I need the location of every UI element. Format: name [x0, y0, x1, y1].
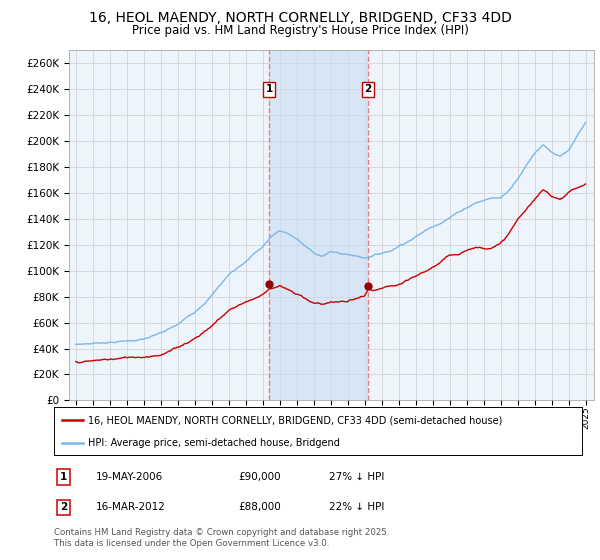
Text: Contains HM Land Registry data © Crown copyright and database right 2025.
This d: Contains HM Land Registry data © Crown c… [54, 528, 389, 548]
Text: 16, HEOL MAENDY, NORTH CORNELLY, BRIDGEND, CF33 4DD: 16, HEOL MAENDY, NORTH CORNELLY, BRIDGEN… [89, 11, 511, 25]
Text: 16, HEOL MAENDY, NORTH CORNELLY, BRIDGEND, CF33 4DD (semi-detached house): 16, HEOL MAENDY, NORTH CORNELLY, BRIDGEN… [88, 416, 503, 426]
Bar [269, 50, 368, 400]
Text: £90,000: £90,000 [239, 472, 281, 482]
Text: £88,000: £88,000 [239, 502, 281, 512]
Text: 16-MAR-2012: 16-MAR-2012 [96, 502, 166, 512]
Text: 1: 1 [60, 472, 67, 482]
Text: 2: 2 [365, 85, 372, 94]
Text: HPI: Average price, semi-detached house, Bridgend: HPI: Average price, semi-detached house,… [88, 438, 340, 448]
Text: 19-MAY-2006: 19-MAY-2006 [96, 472, 163, 482]
Text: 1: 1 [266, 85, 273, 94]
Text: Price paid vs. HM Land Registry's House Price Index (HPI): Price paid vs. HM Land Registry's House … [131, 24, 469, 36]
Text: 22% ↓ HPI: 22% ↓ HPI [329, 502, 384, 512]
Text: 27% ↓ HPI: 27% ↓ HPI [329, 472, 384, 482]
Text: 2: 2 [60, 502, 67, 512]
